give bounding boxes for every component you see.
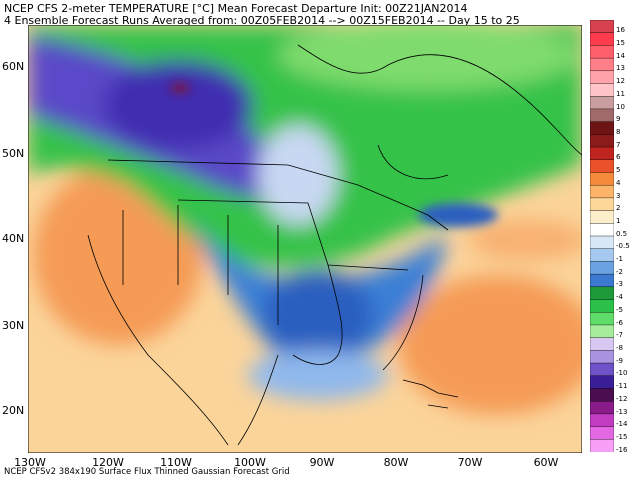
colorbar-label: 16	[616, 26, 625, 35]
colorbar-swatch	[590, 426, 614, 440]
colorbar-swatch	[590, 197, 614, 212]
lon-label-60w: 60W	[533, 456, 559, 469]
colorbar-label: -5	[616, 305, 623, 314]
colorbar-swatch	[590, 400, 614, 415]
colorbar-label: 10	[616, 102, 625, 111]
colorbar-swatch	[590, 146, 614, 161]
lon-label-90w: 90W	[309, 456, 335, 469]
colorbar-label: 12	[616, 77, 625, 86]
colorbar-swatch	[590, 32, 614, 47]
colorbar-label: 3	[616, 191, 621, 200]
colorbar-label: -13	[616, 407, 628, 416]
colorbar-swatch	[590, 172, 614, 186]
lat-label-50n: 50N	[2, 147, 25, 160]
colorbar-label: 1	[616, 216, 621, 225]
colorbar-swatch	[590, 362, 614, 377]
lon-label-80w: 80W	[383, 456, 409, 469]
colorbar-label: -2	[616, 267, 623, 276]
lon-label-120w: 120W	[92, 456, 124, 469]
colorbar-swatch	[590, 184, 614, 199]
lat-label-30n: 30N	[2, 319, 25, 332]
colorbar-label: 2	[616, 204, 621, 213]
lat-label-20n: 20N	[2, 404, 25, 417]
colorbar-label: 4	[616, 178, 621, 187]
colorbar-label: -10	[616, 369, 628, 378]
colorbar-label: 11	[616, 89, 625, 98]
lon-label-100w: 100W	[234, 456, 266, 469]
colorbar-label: -0.5	[616, 242, 630, 251]
colorbar-swatch	[590, 324, 614, 339]
grid-footnote: NCEP CFSv2 384x190 Surface Flux Thinned …	[4, 467, 290, 477]
colorbar-label: -16	[616, 445, 628, 454]
lon-label-70w: 70W	[457, 456, 483, 469]
temperature-anomaly-map	[28, 25, 582, 453]
colorbar-swatch	[590, 248, 614, 263]
colorbar-label: 5	[616, 166, 621, 175]
lon-label-110w: 110W	[160, 456, 192, 469]
colorbar-swatch	[590, 45, 614, 59]
colorbar-swatch	[590, 439, 614, 452]
colorbar-label: -4	[616, 293, 623, 302]
map-title-line1: NCEP CFS 2-meter TEMPERATURE [°C] Mean F…	[4, 2, 468, 15]
colorbar-label: 7	[616, 140, 621, 149]
colorbar-swatch	[590, 286, 614, 301]
colorbar-label: -6	[616, 318, 623, 327]
colorbar-label: -1	[616, 255, 623, 264]
colorbar-label: -9	[616, 356, 623, 365]
lat-label-40n: 40N	[2, 232, 25, 245]
colorbar-label: 14	[616, 51, 625, 60]
colorbar-swatch	[590, 223, 614, 237]
colorbar-swatch	[590, 388, 614, 402]
colorbar-label: -8	[616, 344, 623, 352]
colorbar-swatch	[590, 83, 614, 97]
colorbar-swatch	[590, 57, 614, 72]
colorbar-swatch	[590, 210, 614, 224]
colorbar-swatch	[590, 337, 614, 352]
colorbar-swatch	[590, 108, 614, 123]
colorbar-label: -3	[616, 280, 623, 289]
colorbar-swatch	[590, 312, 614, 326]
colorbar-swatch	[590, 350, 614, 364]
colorbar-swatch	[590, 159, 614, 174]
colorbar-label: 9	[616, 115, 621, 124]
colorbar-swatch	[590, 413, 614, 428]
warm-anomaly-atlantic	[398, 275, 582, 415]
colorbar-swatch	[590, 261, 614, 275]
colorbar-label: -11	[616, 382, 628, 391]
colorbar-label: 6	[616, 153, 621, 162]
coastlines	[87, 44, 582, 446]
colorbar-label: -15	[616, 432, 628, 441]
colorbar-swatch	[590, 235, 614, 250]
colorbar-swatch	[590, 375, 614, 390]
colorbar	[590, 20, 614, 452]
colorbar-label: -7	[616, 331, 623, 340]
colorbar-label: 13	[616, 64, 625, 73]
colorbar-label: 0.5	[616, 229, 628, 238]
lon-label-130w: 130W	[14, 456, 46, 469]
colorbar-label: 8	[616, 128, 621, 136]
colorbar-swatch	[590, 273, 614, 288]
lat-label-60n: 60N	[2, 60, 25, 73]
map-title-line2: 4 Ensemble Forecast Runs Averaged from: …	[4, 14, 520, 27]
colorbar-swatch	[590, 70, 614, 85]
colorbar-swatch	[590, 134, 614, 148]
colorbar-swatch	[590, 20, 614, 34]
colorbar-label: -14	[616, 420, 628, 429]
colorbar-swatch	[590, 299, 614, 313]
colorbar-label: -12	[616, 394, 628, 403]
colorbar-swatch	[590, 121, 614, 136]
colorbar-swatch	[590, 96, 614, 110]
colorbar-label: 15	[616, 39, 625, 48]
